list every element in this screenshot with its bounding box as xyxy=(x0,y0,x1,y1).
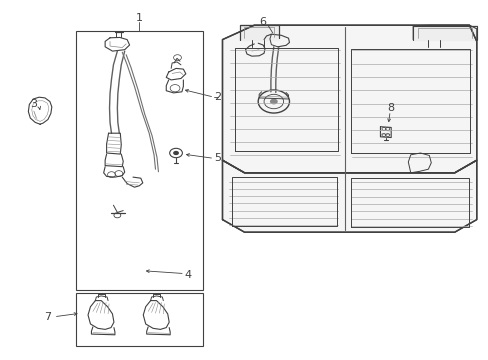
Polygon shape xyxy=(412,25,476,40)
Polygon shape xyxy=(239,25,278,40)
Text: 5: 5 xyxy=(214,153,221,163)
Circle shape xyxy=(269,99,277,104)
Text: 3: 3 xyxy=(30,99,37,109)
Bar xyxy=(76,293,203,346)
Bar xyxy=(76,31,203,290)
Text: 6: 6 xyxy=(259,17,265,27)
Polygon shape xyxy=(222,25,476,173)
Circle shape xyxy=(173,151,179,155)
Text: 4: 4 xyxy=(184,270,191,280)
Text: 1: 1 xyxy=(136,13,142,23)
Text: 2: 2 xyxy=(214,92,221,102)
Polygon shape xyxy=(222,160,476,232)
Text: 7: 7 xyxy=(44,312,51,322)
Text: 8: 8 xyxy=(387,103,394,113)
